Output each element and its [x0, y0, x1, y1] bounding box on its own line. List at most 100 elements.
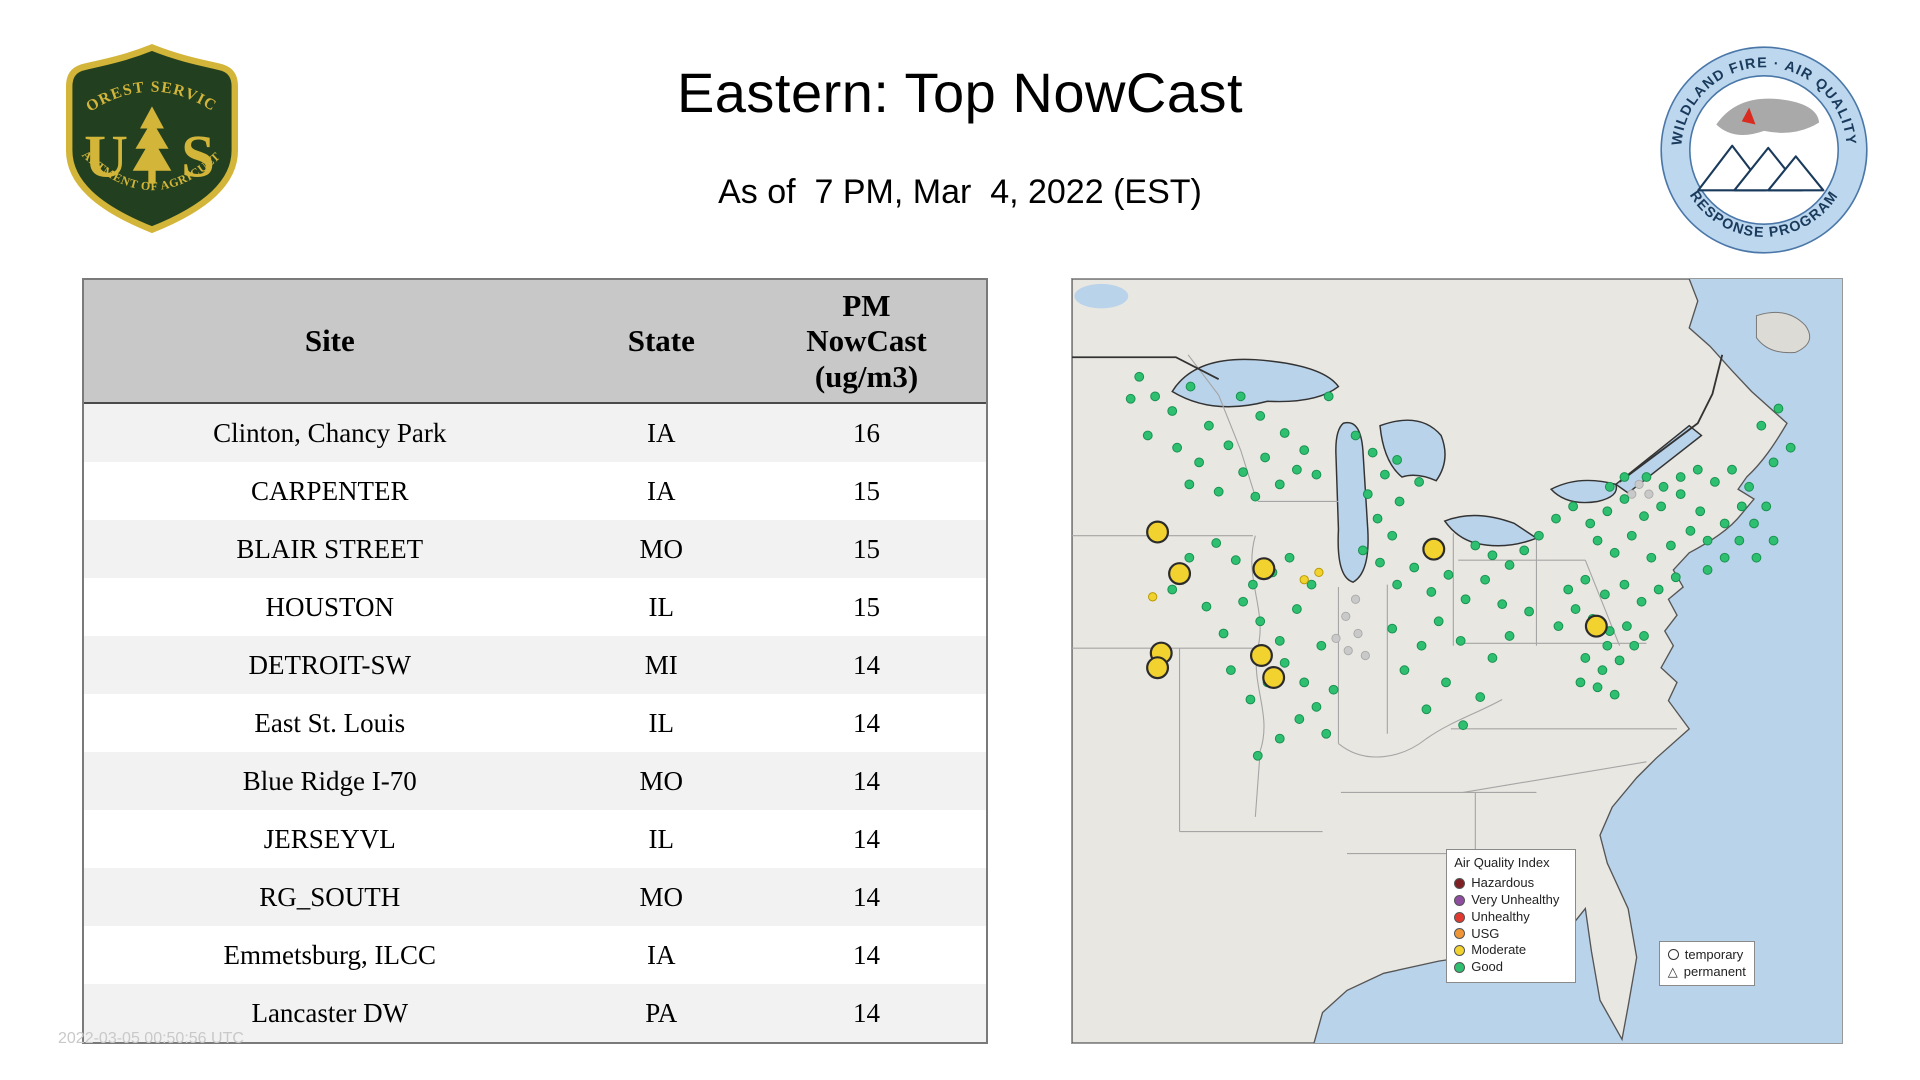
aqi-legend-label: Moderate: [1471, 942, 1527, 958]
page-title: Eastern: Top NowCast: [676, 61, 1244, 124]
state-cell: IA: [647, 417, 676, 448]
island-shape: [1755, 311, 1811, 354]
table-row: Emmetsburg, ILCC IA 14: [84, 926, 986, 984]
lake-shape: [1074, 283, 1129, 309]
fire-marker-icon: [1741, 107, 1756, 125]
nowcast-table-grid: Site State PM NowCast (ug/m3) Clinton, C…: [84, 280, 986, 1042]
usfs-letter-s: S: [181, 123, 215, 190]
landmass-shape: [1716, 98, 1820, 135]
table-header-row: Site State PM NowCast (ug/m3): [84, 280, 986, 404]
aqi-legend-label: Unhealthy: [1471, 908, 1530, 924]
wfaqrp-logo: WILDLAND FIRE · AIR QUALITY RESPONSE PRO…: [1658, 44, 1870, 256]
site-cell: CARPENTER: [251, 475, 409, 506]
page-subtitle: As of 7 PM, Mar 4, 2022 (EST): [718, 173, 1202, 211]
aqi-legend: Air Quality Index Hazardous Very Unhealth…: [1446, 848, 1577, 984]
pm-value-cell: 15: [852, 533, 880, 564]
aqi-legend-item: USG: [1454, 926, 1568, 943]
table-row: East St. Louis IL 14: [84, 694, 986, 752]
aqi-legend-label: Very Unhealthy: [1471, 891, 1560, 907]
aqi-legend-item: Good: [1454, 959, 1568, 976]
mountain-icon: [1767, 155, 1825, 192]
pm-value-cell: 15: [852, 591, 880, 622]
national-border: [1072, 354, 1724, 483]
state-cell: PA: [645, 997, 678, 1028]
nowcast-table: Site State PM NowCast (ug/m3) Clinton, C…: [82, 278, 988, 1044]
state-cell: IA: [647, 475, 676, 506]
site-cell: Emmetsburg, ILCC: [223, 939, 437, 970]
pm-value-cell: 14: [852, 649, 880, 680]
title-block: Eastern: Top NowCast As of 7 PM, Mar 4, …: [300, 60, 1620, 212]
pine-tree-icon: [132, 106, 172, 184]
great-lakes: [1171, 358, 1703, 583]
table-row: Blue Ridge I-70 MO 14: [84, 752, 986, 810]
site-cell: Blue Ridge I-70: [242, 765, 417, 796]
wfaqrp-logo-icon: WILDLAND FIRE · AIR QUALITY RESPONSE PRO…: [1660, 46, 1868, 254]
state-cell: MO: [639, 533, 684, 564]
monitor-dots: [1125, 371, 1796, 761]
aqi-legend-item: Moderate: [1454, 942, 1568, 959]
table-row: HOUSTON IL 15: [84, 578, 986, 636]
pm-value-cell: 14: [852, 997, 880, 1028]
site-cell: East St. Louis: [254, 707, 406, 738]
aqi-legend-label: Hazardous: [1471, 874, 1535, 890]
state-cell: IL: [648, 591, 675, 622]
table-row: CARPENTER IA 15: [84, 462, 986, 520]
site-cell: DETROIT-SW: [248, 649, 412, 680]
landmass: [1072, 279, 1788, 1043]
pm-value-cell: 14: [852, 881, 880, 912]
site-cell: JERSEYVL: [263, 823, 396, 854]
aqi-color-dot-icon: [1454, 911, 1466, 923]
table-row: DETROIT-SW MI 14: [84, 636, 986, 694]
aqi-color-dot-icon: [1454, 945, 1466, 957]
state-cell: MI: [644, 649, 678, 680]
pm-value-cell: 14: [852, 765, 880, 796]
permanent-marker-icon: △: [1667, 964, 1678, 980]
usfs-logo: FOREST SERVICE U S DEPARTMENT OF AGRICUL…: [54, 29, 244, 256]
col-header-state: State: [575, 280, 747, 404]
temporary-label: temporary: [1684, 946, 1744, 962]
table-row: BLAIR STREET MO 15: [84, 520, 986, 578]
site-cell: Lancaster DW: [251, 997, 409, 1028]
site-cell: Clinton, Chancy Park: [213, 417, 447, 448]
col-header-pm-nowcast: PM NowCast (ug/m3): [746, 280, 986, 404]
col-header-site: Site: [84, 280, 576, 404]
aqi-legend-title: Air Quality Index: [1454, 854, 1550, 870]
state-cell: IL: [648, 823, 675, 854]
table-body: Clinton, Chancy Park IA 16 CARPENTER IA 15 BLA…: [84, 403, 986, 1042]
pm-value-cell: 14: [852, 823, 880, 854]
aqi-legend-item: Hazardous: [1454, 875, 1568, 892]
pm-value-cell: 15: [852, 475, 880, 506]
aqi-legend-items: Hazardous Very Unhealthy Unhealthy USG Moder…: [1454, 875, 1568, 976]
table-row: Clinton, Chancy Park IA 16: [84, 403, 986, 462]
aqi-legend-item: Unhealthy: [1454, 909, 1568, 926]
timestamp: 2022-03-05 00:50:56 UTC: [58, 1030, 244, 1047]
permanent-label: permanent: [1683, 964, 1746, 980]
site-cell: RG_SOUTH: [259, 881, 401, 912]
aqi-legend-label: USG: [1471, 925, 1500, 941]
state-cell: IA: [647, 939, 676, 970]
pm-value-cell: 14: [852, 707, 880, 738]
aqi-color-dot-icon: [1454, 877, 1466, 889]
usfs-letter-u: U: [84, 123, 128, 190]
pm-value-cell: 16: [852, 417, 880, 448]
site-cell: HOUSTON: [265, 591, 395, 622]
marker-legend: temporary △ permanent: [1658, 940, 1755, 986]
temporary-marker-icon: [1667, 948, 1679, 960]
aqi-color-dot-icon: [1454, 962, 1466, 974]
state-cell: IL: [648, 707, 675, 738]
site-cell: BLAIR STREET: [236, 533, 424, 564]
usfs-shield-icon: FOREST SERVICE U S DEPARTMENT OF AGRICUL…: [54, 29, 239, 234]
state-cell: MO: [639, 881, 684, 912]
aqi-legend-item: Very Unhealthy: [1454, 892, 1568, 909]
table-row: RG_SOUTH MO 14: [84, 868, 986, 926]
aqi-legend-label: Good: [1471, 959, 1504, 975]
pm-value-cell: 14: [852, 939, 880, 970]
table-row: JERSEYVL IL 14: [84, 810, 986, 868]
temporary-legend-row: temporary: [1667, 946, 1746, 964]
aqi-color-dot-icon: [1454, 894, 1466, 906]
aqi-map: Air Quality Index Hazardous Very Unhealth…: [1071, 278, 1843, 1044]
permanent-legend-row: △ permanent: [1668, 963, 1746, 981]
aqi-color-dot-icon: [1454, 928, 1466, 940]
state-cell: MO: [639, 765, 684, 796]
